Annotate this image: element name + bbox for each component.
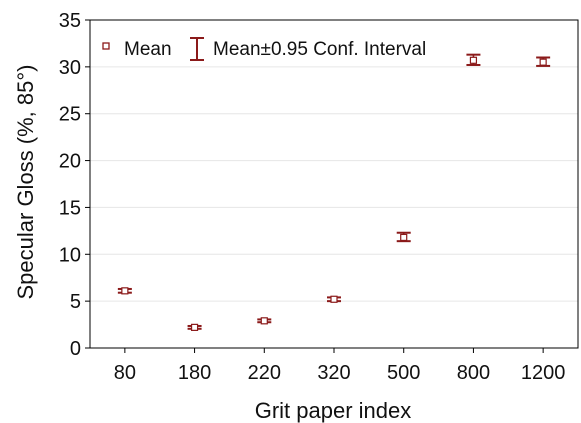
legend-ci-marker	[190, 37, 204, 61]
y-tick-label: 25	[59, 104, 81, 126]
mean-marker	[400, 233, 408, 242]
axes	[85, 19, 579, 353]
mean-marker	[121, 287, 129, 295]
y-tick-label: 10	[59, 244, 81, 266]
mean-marker	[330, 295, 338, 303]
mean-marker	[469, 56, 478, 64]
data-marks	[117, 53, 551, 331]
x-tick-label: 180	[178, 362, 211, 384]
y-tick-label: 5	[70, 291, 81, 313]
data-point-320	[327, 295, 341, 303]
data-point-80	[117, 287, 132, 295]
y-tick-label: 30	[59, 57, 81, 79]
legend-ci-label: Mean±0.95 Conf. Interval	[213, 39, 426, 60]
x-axis-title: Grit paper index	[255, 398, 412, 423]
y-tick-label: 35	[59, 10, 81, 32]
y-tick-label: 20	[59, 151, 81, 173]
data-point-1200	[536, 56, 551, 67]
x-tick-label: 80	[114, 362, 136, 384]
x-tick-label: 1200	[521, 362, 566, 384]
data-point-500	[396, 231, 411, 243]
legend: Mean Mean±0.95 Conf. Interval	[102, 37, 426, 61]
y-tick-label: 0	[70, 338, 81, 360]
legend-mean-label: Mean	[124, 39, 172, 60]
y-axis-title: Specular Gloss (%, 85°)	[13, 65, 38, 300]
x-tick-label: 500	[387, 362, 420, 384]
data-point-800	[466, 53, 481, 66]
mean-marker	[260, 317, 268, 325]
grid-lines	[90, 66, 578, 302]
x-tick-label: 320	[317, 362, 350, 384]
x-tick-label: 220	[248, 362, 281, 384]
legend-mean-marker	[102, 42, 110, 50]
x-tick-label: 800	[457, 362, 490, 384]
data-point-220	[257, 317, 272, 325]
mean-marker	[190, 323, 199, 331]
tick-labels: 0 5 10 15 20 25 30 35 80 180 220 320 500 800 1200	[59, 10, 566, 384]
y-tick-label: 15	[59, 197, 81, 219]
data-point-180	[187, 323, 202, 331]
mean-marker	[539, 58, 547, 66]
